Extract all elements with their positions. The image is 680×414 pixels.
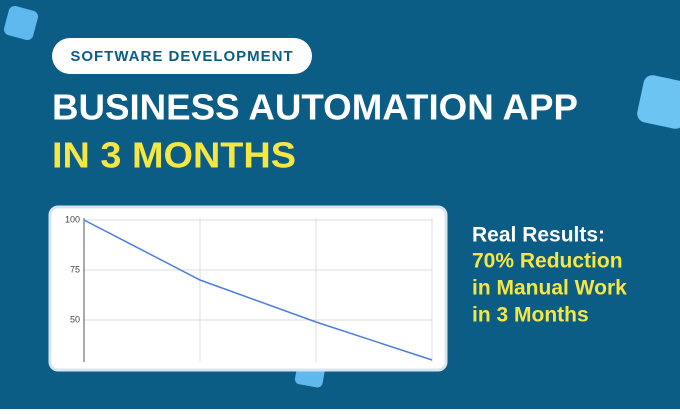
- results-line: in Manual Work: [472, 277, 627, 300]
- results-line: in 3 Months: [472, 304, 589, 327]
- cube-decoration: [3, 5, 39, 41]
- y-tick-label: 100: [65, 214, 80, 224]
- title: BUSINESS AUTOMATION APP: [52, 87, 578, 128]
- results-line: 70% Reduction: [472, 250, 623, 273]
- subtitle: IN 3 MONTHS: [52, 135, 296, 176]
- chart-card: [48, 205, 448, 372]
- cube-decoration: [637, 75, 680, 129]
- data-line: [83, 219, 433, 361]
- results-heading: Real Results:: [472, 224, 605, 247]
- pill: [52, 38, 312, 74]
- pill-text: SOFTWARE DEVELOPMENT: [70, 48, 293, 65]
- y-tick-label: 50: [70, 314, 80, 324]
- y-tick-label: 75: [70, 264, 80, 274]
